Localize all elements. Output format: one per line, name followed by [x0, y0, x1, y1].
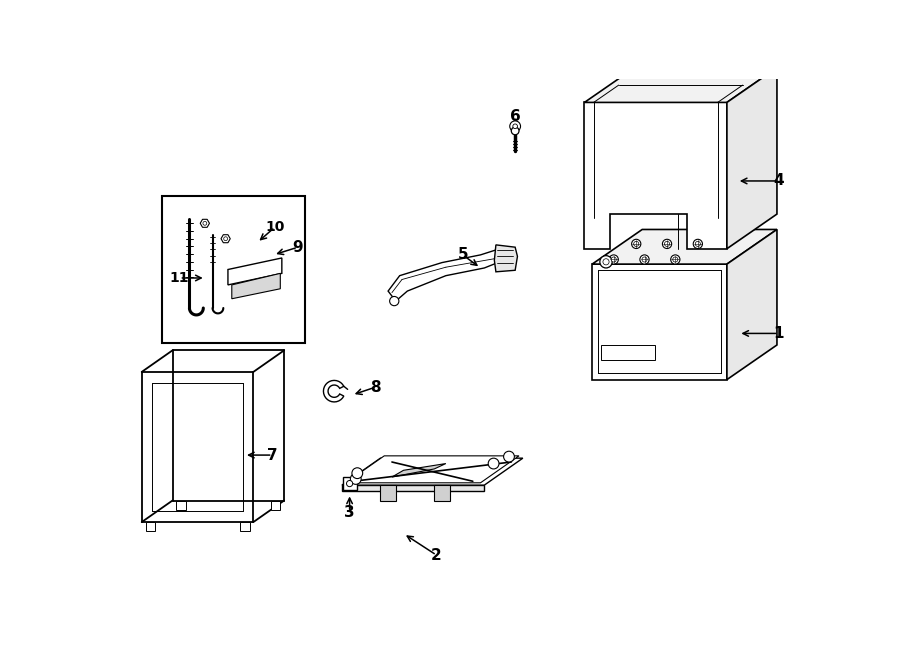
Polygon shape	[232, 274, 280, 299]
Polygon shape	[584, 102, 727, 249]
Text: 5: 5	[457, 247, 468, 262]
Circle shape	[693, 239, 703, 249]
Bar	[176, 500, 185, 510]
Polygon shape	[592, 264, 727, 379]
Polygon shape	[727, 229, 777, 379]
Circle shape	[642, 257, 647, 262]
Circle shape	[352, 468, 363, 479]
Circle shape	[670, 255, 680, 264]
Bar	[240, 522, 249, 531]
Polygon shape	[346, 456, 519, 483]
Polygon shape	[584, 68, 777, 102]
Polygon shape	[323, 380, 344, 402]
Polygon shape	[381, 485, 396, 500]
Circle shape	[504, 451, 515, 462]
Bar	[601, 345, 655, 360]
Circle shape	[632, 239, 641, 249]
Circle shape	[662, 239, 671, 249]
Polygon shape	[727, 68, 777, 249]
Circle shape	[488, 458, 499, 469]
Circle shape	[673, 257, 678, 262]
Circle shape	[511, 127, 519, 135]
Bar	[146, 522, 155, 531]
Polygon shape	[435, 485, 450, 500]
Circle shape	[634, 241, 639, 247]
Text: 1: 1	[773, 326, 784, 341]
Circle shape	[640, 255, 649, 264]
Circle shape	[603, 258, 609, 265]
Text: 10: 10	[266, 220, 284, 234]
Circle shape	[224, 237, 228, 241]
Polygon shape	[388, 249, 504, 301]
Circle shape	[599, 256, 612, 268]
Circle shape	[350, 473, 361, 485]
Polygon shape	[221, 235, 230, 243]
Circle shape	[664, 241, 670, 247]
Bar	[271, 500, 280, 510]
Polygon shape	[494, 245, 518, 272]
Polygon shape	[592, 229, 777, 264]
Circle shape	[611, 257, 616, 262]
Circle shape	[609, 255, 618, 264]
Text: 3: 3	[345, 504, 355, 520]
Circle shape	[202, 221, 207, 225]
Polygon shape	[342, 485, 484, 491]
Polygon shape	[228, 258, 282, 285]
Text: 4: 4	[773, 173, 784, 188]
Text: 2: 2	[431, 548, 442, 563]
Circle shape	[509, 121, 520, 132]
Circle shape	[513, 124, 518, 129]
Text: 8: 8	[370, 380, 381, 395]
Text: 11: 11	[170, 271, 189, 285]
Text: 9: 9	[292, 240, 303, 254]
Circle shape	[346, 481, 353, 486]
Bar	[163, 196, 305, 342]
Polygon shape	[343, 477, 356, 490]
Text: 6: 6	[509, 109, 520, 124]
Circle shape	[390, 297, 399, 305]
Text: 7: 7	[267, 447, 278, 463]
Circle shape	[696, 241, 700, 247]
Polygon shape	[200, 219, 210, 227]
Polygon shape	[392, 463, 446, 477]
Polygon shape	[342, 458, 523, 485]
